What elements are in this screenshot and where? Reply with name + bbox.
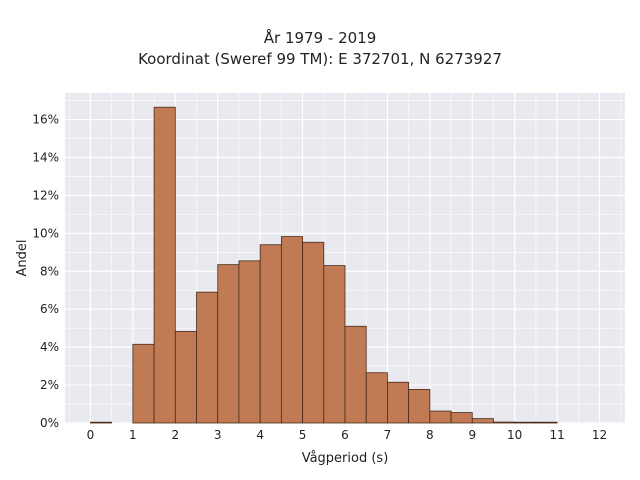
y-tick-label: 16% [32,113,59,127]
x-axis-label: Vågperiod (s) [302,451,389,466]
x-tick-label: 3 [214,428,222,442]
histogram-bar [217,264,240,424]
y-tick-label: 14% [32,150,59,164]
x-tick-label: 10 [507,428,522,442]
histogram-bar [196,291,219,424]
x-tick-label: 8 [426,428,434,442]
x-tick-label: 1 [129,428,137,442]
chart-subtitle: Koordinat (Sweref 99 TM): E 372701, N 62… [138,50,502,68]
x-tick-label: 6 [341,428,349,442]
histogram-bar [471,418,494,424]
histogram-bar [323,265,346,424]
x-tick-label: 5 [299,428,307,442]
histogram-bar [387,381,410,424]
x-tick-label: 0 [87,428,95,442]
x-tick-label: 9 [468,428,476,442]
histogram-bar [535,421,558,424]
chart-title: År 1979 - 2019 [263,29,377,47]
histogram-bar [174,330,197,424]
y-tick-label: 10% [32,226,59,240]
x-tick-label: 12 [592,428,607,442]
histogram-bar [280,236,303,424]
histogram-bar [259,244,282,424]
y-tick-label: 4% [40,340,59,354]
x-tick-label: 11 [549,428,564,442]
histogram-bar [302,241,325,424]
histogram-bar [132,343,155,424]
y-axis-label: Andel [15,240,30,277]
y-tick-label: 12% [32,188,59,202]
histogram-bar [153,106,176,424]
x-tick-label: 7 [384,428,392,442]
x-tick-label: 2 [171,428,179,442]
histogram-bar [514,421,537,424]
y-tick-label: 6% [40,302,59,316]
y-axis-ticks: 0% 2% 4% 6% 8% 10% 12% 14% 16% [32,113,59,430]
x-axis-ticks: 0 1 2 3 4 5 6 7 8 9 10 11 12 [87,428,608,442]
histogram-bar [365,372,388,424]
histogram-bar [450,412,473,424]
y-tick-label: 0% [40,416,59,430]
histogram-bar [408,389,431,424]
histogram-bar [493,421,516,424]
histogram-bar [238,260,261,424]
histogram-bar [90,421,113,424]
histogram-bar [429,410,452,424]
y-tick-label: 2% [40,378,59,392]
histogram-bars [90,106,558,424]
x-tick-label: 4 [256,428,264,442]
y-tick-label: 8% [40,264,59,278]
histogram-bar [344,325,367,424]
